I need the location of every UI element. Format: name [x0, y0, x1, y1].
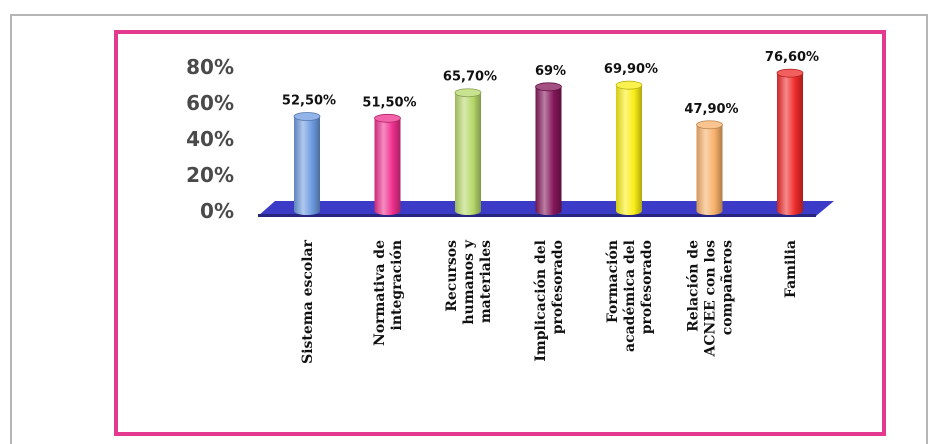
category-label-line: Implicación del: [533, 240, 549, 362]
data-label: 65,70%: [443, 70, 497, 85]
chart-frame: [114, 30, 886, 436]
data-label: 51,50%: [362, 95, 416, 110]
category-label-line: Formación: [605, 240, 621, 323]
data-label: 76,60%: [765, 50, 819, 65]
y-tick-label: 20%: [186, 163, 234, 187]
bar: [696, 120, 723, 215]
bar: [293, 112, 321, 215]
data-label: 69,90%: [604, 62, 658, 77]
category-label-line: Relación de: [686, 240, 702, 332]
category-label: Implicación del profesorado: [533, 240, 566, 362]
bar: [535, 82, 562, 215]
data-label: 47,90%: [684, 102, 738, 117]
category-label-line: Familia: [783, 240, 799, 298]
data-label: 52,50%: [282, 94, 336, 109]
category-label-line: integración: [389, 240, 405, 330]
category-label-line: profesorado: [550, 240, 566, 334]
category-label: Relación de ACNEE con los compañeros: [686, 240, 736, 358]
outer-frame: [10, 14, 928, 444]
y-tick-label: 0%: [200, 199, 234, 223]
bar: [615, 80, 643, 215]
category-label-line: humanos y: [461, 239, 477, 325]
category-label-line: profesorado: [639, 240, 655, 334]
category-label-line: ACNEE con los: [703, 240, 719, 358]
y-tick-label: 80%: [186, 55, 234, 79]
category-label-line: compañeros: [719, 240, 736, 335]
data-label: 69%: [535, 64, 566, 79]
category-label-line: Sistema escolar: [300, 239, 316, 363]
category-label-line: Recursos: [444, 240, 460, 312]
chart-floor-edge: [258, 214, 816, 217]
category-label: Sistema escolar: [300, 239, 316, 363]
category-label-line: académica del: [622, 240, 638, 352]
category-label: Normativa de integración: [372, 240, 405, 346]
bar: [776, 68, 804, 215]
category-label: Formación académica del profesorado: [605, 240, 655, 352]
bar: [374, 113, 401, 215]
y-tick-label: 60%: [186, 91, 234, 115]
category-label-line: Normativa de: [372, 240, 388, 346]
bar: [454, 88, 482, 215]
y-tick-label: 40%: [186, 127, 234, 151]
category-label-line: materiales: [478, 240, 494, 323]
category-label: Familia: [783, 240, 799, 298]
category-label: Recursos humanos y materiales: [444, 239, 494, 325]
